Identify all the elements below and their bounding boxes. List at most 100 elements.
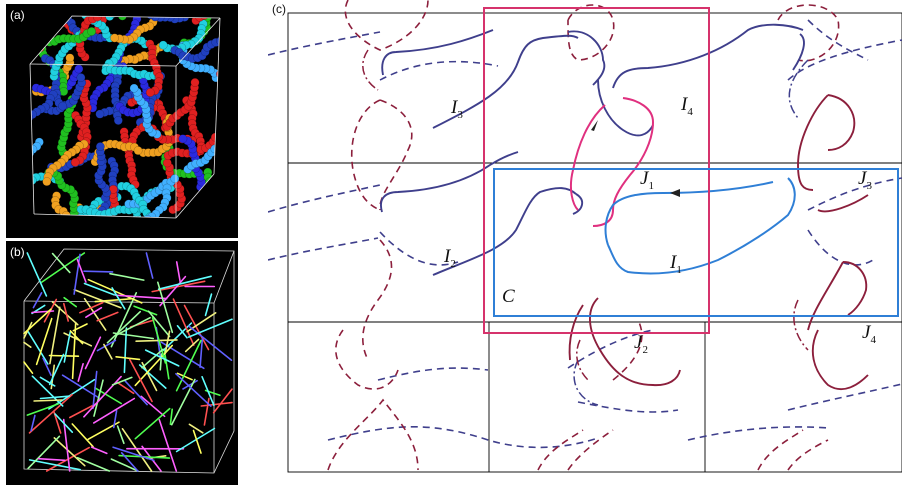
bead <box>55 17 65 27</box>
bead <box>132 4 140 12</box>
bead <box>195 200 205 210</box>
cube-outline <box>29 15 221 219</box>
primitive-path-segment <box>83 282 116 296</box>
primitive-path-segment <box>39 395 70 400</box>
primitive-path-segment <box>72 323 88 332</box>
bead <box>140 16 150 18</box>
primitive-path-segment <box>35 317 53 366</box>
bead <box>78 222 86 230</box>
bead <box>226 73 234 81</box>
primitive-path-segment <box>83 297 107 331</box>
primitive-path-segment <box>188 423 204 434</box>
primitive-path-segment <box>39 376 56 387</box>
dashed-red-chains <box>327 0 840 471</box>
primitive-path-segment <box>176 325 188 339</box>
primitive-path-segment <box>71 321 77 380</box>
bead <box>221 72 229 80</box>
bead <box>30 175 37 185</box>
bead <box>30 178 33 188</box>
primitive-path-segment <box>138 364 167 389</box>
primitive-path-segment <box>176 372 193 381</box>
primitive-path-segment <box>175 339 202 392</box>
bead <box>216 36 220 46</box>
bead <box>199 191 209 201</box>
magenta-highlight-box <box>483 7 710 334</box>
bead <box>147 217 156 218</box>
primitive-path-segment <box>175 427 216 453</box>
bead <box>58 101 68 111</box>
bead <box>15 196 23 204</box>
bead <box>129 4 137 10</box>
bead <box>12 121 20 129</box>
primitive-path-segment <box>187 318 233 338</box>
label-i1: I1 <box>669 252 682 276</box>
primitive-path-segment <box>212 388 233 414</box>
stick-network <box>23 252 233 472</box>
bead <box>56 222 64 230</box>
bead <box>70 157 80 167</box>
bead <box>66 214 75 218</box>
bead <box>17 41 25 49</box>
bead <box>6 113 14 121</box>
primitive-path-segment <box>93 397 136 424</box>
primitive-path-segment <box>76 258 87 283</box>
bead <box>79 6 87 14</box>
primitive-path-segment <box>175 261 181 283</box>
bead <box>8 172 16 180</box>
primitive-path-segment <box>37 457 66 462</box>
bead <box>30 40 31 50</box>
bead <box>125 4 133 12</box>
bead <box>133 216 143 218</box>
bead <box>113 116 123 125</box>
bead <box>92 16 102 22</box>
primitive-path-segment <box>115 356 141 361</box>
primitive-path-segment <box>141 361 158 392</box>
cyan-box-c <box>493 168 899 317</box>
solid-blue-chains <box>380 23 805 276</box>
primitive-path-segment <box>116 381 135 395</box>
primitive-path-segment <box>51 252 71 274</box>
primitive-path-segment <box>92 370 98 410</box>
primitive-path-segment <box>159 275 187 307</box>
bead <box>128 216 138 218</box>
panel-b-label: (b) <box>10 245 25 259</box>
primitive-path-segment <box>62 418 71 472</box>
primitive-path-render <box>23 248 235 474</box>
primitive-path-segment <box>106 310 141 344</box>
primitive-path-segment <box>53 411 62 434</box>
bead <box>110 33 120 43</box>
primitive-path-segment <box>204 293 213 317</box>
cell-grid <box>287 12 902 473</box>
primitive-path-segment <box>157 275 212 291</box>
primitive-path-segment <box>140 395 166 418</box>
bead <box>190 78 200 87</box>
bead <box>238 66 239 74</box>
primitive-path-segment <box>110 291 138 348</box>
primitive-path-segment <box>115 316 151 336</box>
primitive-path-segment <box>111 376 133 386</box>
bead <box>12 162 20 170</box>
bead <box>224 138 232 146</box>
bead <box>62 235 70 238</box>
bead <box>21 183 29 191</box>
bead <box>90 217 100 218</box>
label-j4: J4 <box>862 322 876 346</box>
primitive-path-segment <box>158 419 178 472</box>
bead <box>136 4 144 9</box>
bead <box>57 227 65 235</box>
primitive-path-segment <box>145 252 154 279</box>
bead <box>150 16 160 18</box>
bead <box>74 64 84 74</box>
bead <box>30 41 40 51</box>
bead <box>144 6 152 14</box>
panel-c-label: (c) <box>272 2 286 16</box>
bead <box>136 6 144 14</box>
bead <box>35 43 45 53</box>
bead <box>133 146 143 156</box>
bead <box>138 216 148 218</box>
bead <box>61 210 71 218</box>
bead <box>13 158 21 166</box>
bead <box>113 16 123 17</box>
label-c: C <box>502 286 515 307</box>
primitive-path-segment <box>113 410 118 429</box>
